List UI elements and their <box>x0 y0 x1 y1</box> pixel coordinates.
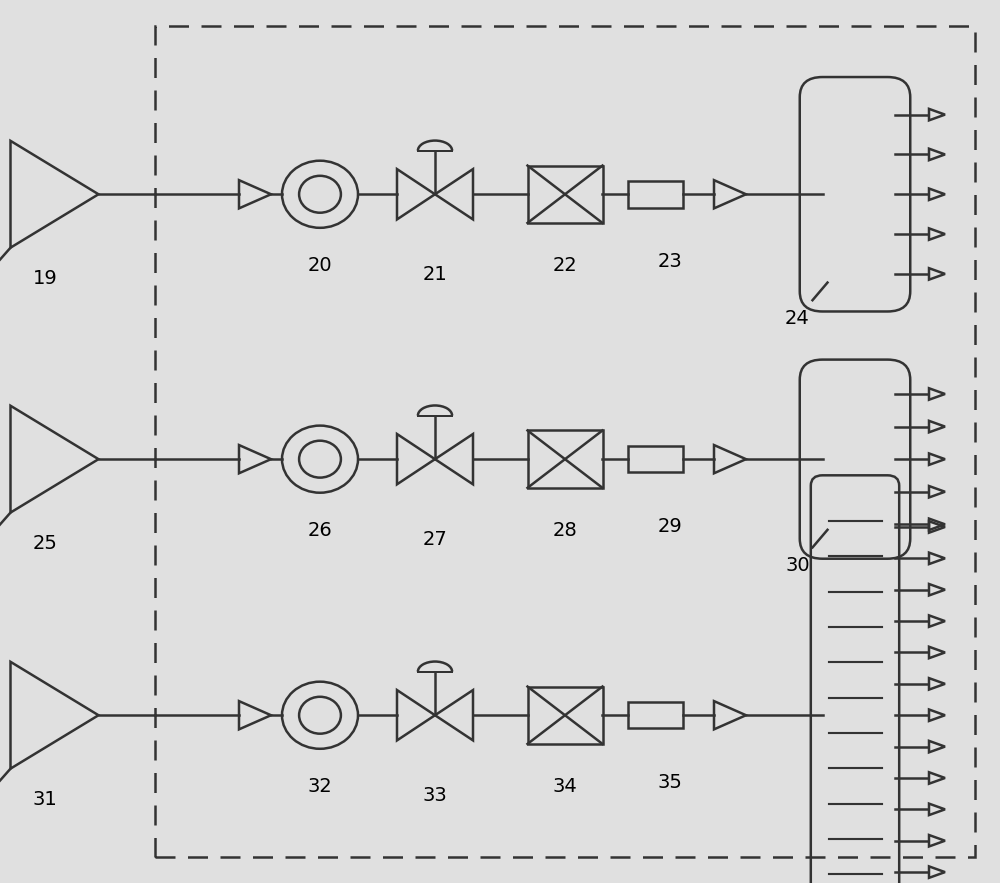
Text: 22: 22 <box>553 256 577 275</box>
Text: 28: 28 <box>553 521 577 540</box>
Text: 29: 29 <box>658 517 682 536</box>
Text: 27: 27 <box>423 530 447 549</box>
Text: 25: 25 <box>33 534 57 554</box>
Text: 23: 23 <box>658 252 682 271</box>
Text: 24: 24 <box>785 309 810 328</box>
Bar <box>628 181 683 208</box>
Bar <box>528 431 602 487</box>
Text: 32: 32 <box>308 777 332 796</box>
Text: 30: 30 <box>785 556 810 576</box>
Bar <box>628 446 683 472</box>
Bar <box>155 26 975 857</box>
Text: 34: 34 <box>553 777 577 796</box>
Bar <box>528 166 602 223</box>
Text: 21: 21 <box>423 265 447 284</box>
Bar <box>628 702 683 728</box>
Bar <box>528 687 602 743</box>
Text: 20: 20 <box>308 256 332 275</box>
Text: 19: 19 <box>33 269 57 289</box>
Text: 26: 26 <box>308 521 332 540</box>
Text: 35: 35 <box>658 773 682 792</box>
Text: 31: 31 <box>33 790 57 810</box>
Text: 33: 33 <box>423 786 447 805</box>
